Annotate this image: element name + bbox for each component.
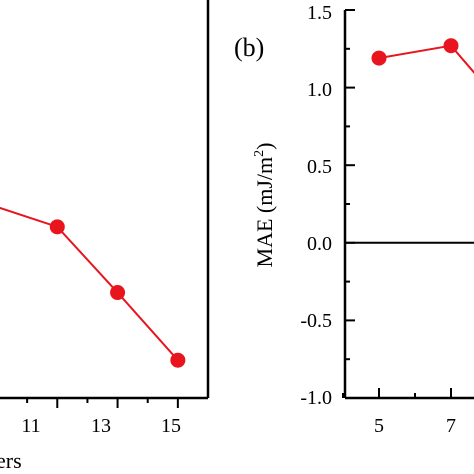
y-tick-label-0.0: 0.0 <box>307 233 332 255</box>
left-x-tick-label-15: 15 <box>161 415 181 437</box>
left-data-point <box>170 352 186 368</box>
y-tick-label-0.5: 0.5 <box>307 156 332 178</box>
right-data-point <box>371 50 387 66</box>
panel-a: 11 13 15 ers <box>0 0 210 473</box>
right-series <box>371 38 474 75</box>
right-data-point <box>443 38 459 54</box>
left-data-point <box>49 219 65 235</box>
left-x-tick-label-13: 13 <box>91 415 111 437</box>
panel-b: (b) 1.5 1.0 0.5 0.0 -0.5 -1.0 5 7 MAE (m… <box>234 2 474 437</box>
left-series-line <box>0 206 179 361</box>
y-tick-label--0.5: -0.5 <box>300 310 332 332</box>
right-ticks <box>342 9 452 399</box>
left-x-ticks <box>26 398 179 408</box>
right-series-line <box>378 44 474 75</box>
right-x-tick-label-7: 7 <box>446 415 456 437</box>
y-tick-label--1.0: -1.0 <box>300 387 332 409</box>
panel-label-b: (b) <box>234 33 264 62</box>
left-x-tick-label-11: 11 <box>21 415 40 437</box>
left-series <box>0 206 186 368</box>
left-x-axis-label: ers <box>0 448 22 473</box>
right-x-tick-label-5: 5 <box>374 415 384 437</box>
y-tick-label-1.0: 1.0 <box>307 79 332 101</box>
y-tick-label-1.5: 1.5 <box>307 2 332 24</box>
right-y-axis-label: MAE (mJ/m2) <box>252 143 277 268</box>
left-data-point <box>110 285 126 301</box>
